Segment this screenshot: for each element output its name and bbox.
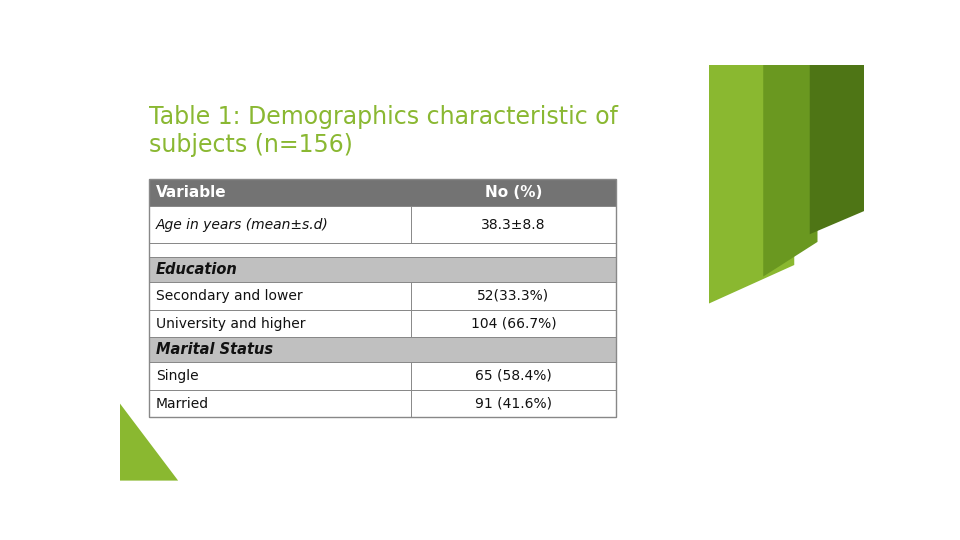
Text: Single: Single [156, 369, 199, 383]
Text: Education: Education [156, 262, 237, 277]
Text: 104 (66.7%): 104 (66.7%) [470, 316, 556, 330]
Bar [150, 390, 616, 417]
Bar [150, 179, 616, 417]
Bar [150, 282, 616, 309]
Bar [150, 362, 616, 390]
Text: University and higher: University and higher [156, 316, 305, 330]
Text: Married: Married [156, 396, 208, 410]
Text: Secondary and lower: Secondary and lower [156, 289, 302, 303]
Bar [150, 244, 616, 257]
Bar [150, 309, 616, 338]
Polygon shape [763, 65, 818, 276]
Bar [150, 179, 616, 206]
Polygon shape [809, 65, 864, 234]
Text: Table 1: Demographics characteristic of: Table 1: Demographics characteristic of [150, 105, 618, 129]
Text: 91 (41.6%): 91 (41.6%) [475, 396, 552, 410]
Polygon shape [120, 403, 179, 481]
Text: 65 (58.4%): 65 (58.4%) [475, 369, 552, 383]
Text: subjects (n=156): subjects (n=156) [150, 132, 353, 157]
Text: Marital Status: Marital Status [156, 342, 273, 357]
Text: Age in years (mean±s.d): Age in years (mean±s.d) [156, 218, 328, 232]
Text: No (%): No (%) [485, 185, 542, 200]
Text: 52(33.3%): 52(33.3%) [477, 289, 549, 303]
Text: Variable: Variable [156, 185, 227, 200]
Bar [150, 338, 616, 362]
Text: 38.3±8.8: 38.3±8.8 [481, 218, 545, 232]
Bar [150, 257, 616, 282]
Polygon shape [709, 65, 794, 303]
Bar [150, 206, 616, 244]
